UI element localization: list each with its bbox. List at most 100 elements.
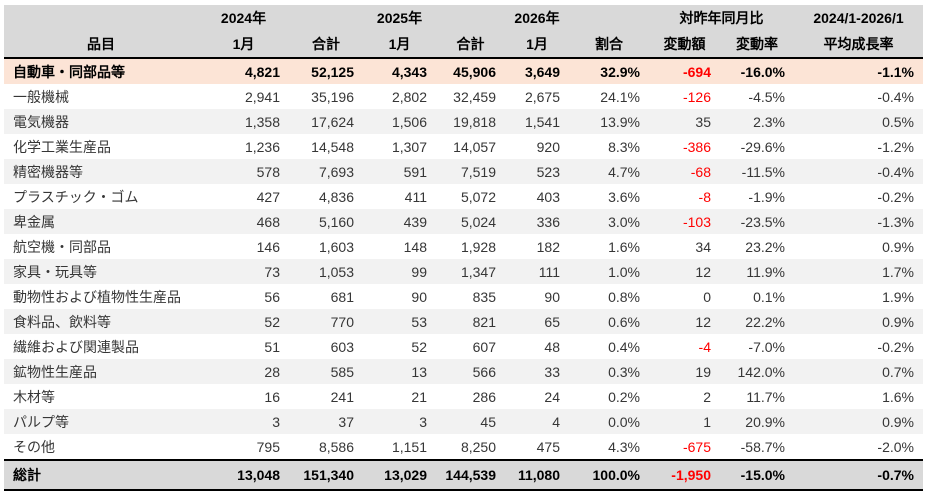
header-row-columns: 品目 1月 合計 1月 合計 1月 割合 変動額 変動率 平均成長率 — [4, 31, 923, 59]
trade-statistics-table: 2024年 2025年 2026年 対昨年同月比 2024/1-2026/1 品… — [4, 5, 923, 491]
cell-avg-growth: 1.7% — [882, 263, 914, 280]
cell-2025-total: 5,024 — [460, 213, 496, 230]
cell-2025-total: 32,459 — [453, 88, 496, 105]
header-item-label: 品目 — [4, 31, 198, 59]
cell-2026-jan: 475 — [536, 438, 560, 455]
cell-2025-jan: 439 — [403, 213, 427, 230]
cell-2024-jan: 427 — [256, 188, 280, 205]
row-label: 一般機械 — [13, 88, 69, 105]
cell-2026-jan: 24 — [544, 388, 560, 405]
cell-share: 100.0% — [569, 459, 649, 491]
cell-avg-growth: -0.4% — [877, 88, 914, 105]
cell-avg-growth: -0.7% — [794, 459, 923, 491]
header-2024-jan: 1月 — [198, 31, 289, 59]
cell-2025-jan: 90 — [411, 288, 427, 305]
cell-change-amount: -694 — [682, 63, 711, 80]
table-row: 卑金属 468 5,160 439 5,024 336 3.0% -103 -23.5% -1.3… — [4, 209, 923, 234]
cell-share: 24.1% — [600, 88, 640, 105]
row-label: 航空機・同部品 — [13, 238, 111, 255]
cell-2024-jan: 73 — [264, 263, 280, 280]
cell-share: 8.3% — [608, 138, 640, 155]
cell-2024-total: 52,125 — [311, 63, 354, 80]
cell-avg-growth: -0.4% — [877, 163, 914, 180]
cell-2024-jan: 795 — [256, 438, 280, 455]
cell-share: 0.3% — [608, 363, 640, 380]
cell-change-amount: 12 — [695, 313, 711, 330]
header-year-2026: 2026年 — [505, 5, 569, 31]
row-label: 精密機器等 — [13, 163, 83, 180]
row-label: パルプ等 — [13, 413, 69, 430]
cell-2024-jan: 13,048 — [198, 459, 289, 491]
cell-2025-jan: 2,802 — [391, 88, 427, 105]
cell-change-rate: -16.0% — [740, 63, 785, 80]
cell-avg-growth: 1.6% — [882, 388, 914, 405]
row-label: 総計 — [4, 459, 198, 491]
cell-2026-jan: 2,675 — [524, 88, 560, 105]
cell-change-amount: 34 — [695, 238, 711, 255]
cell-2025-total: 286 — [472, 388, 496, 405]
header-blank — [289, 5, 363, 31]
row-label: 食料品、飲料等 — [13, 313, 111, 330]
table-header: 2024年 2025年 2026年 対昨年同月比 2024/1-2026/1 品… — [4, 5, 923, 59]
cell-avg-growth: -2.0% — [877, 438, 914, 455]
cell-2025-total: 144,539 — [436, 459, 505, 491]
cell-2025-jan: 148 — [403, 238, 427, 255]
cell-2024-total: 35,196 — [311, 88, 354, 105]
cell-change-rate: 20.9% — [745, 413, 785, 430]
cell-change-rate: -11.5% — [741, 163, 785, 180]
cell-2026-jan: 920 — [536, 138, 560, 155]
header-2025-total: 合計 — [436, 31, 505, 59]
cell-2025-total: 19,818 — [453, 113, 496, 130]
table-row: 電気機器 1,358 17,624 1,506 19,818 1,541 13.9% 35 2.… — [4, 109, 923, 134]
table-row: 一般機械 2,941 35,196 2,802 32,459 2,675 24.1% -126… — [4, 84, 923, 109]
cell-change-rate: -29.6% — [740, 138, 785, 155]
cell-2025-total: 566 — [472, 363, 496, 380]
cell-change-amount: 35 — [695, 113, 711, 130]
row-label: 卑金属 — [13, 213, 55, 230]
table-row: 動物性および植物性生産品 56 681 90 835 90 0.8% 0 0.1% 1.9% — [4, 284, 923, 309]
cell-2026-jan: 523 — [536, 163, 560, 180]
table-row: プラスチック・ゴム 427 4,836 411 5,072 403 3.6% -8 -1.9% -… — [4, 184, 923, 209]
cell-avg-growth: 0.9% — [882, 413, 914, 430]
cell-change-amount: -1,950 — [649, 459, 720, 491]
header-share: 割合 — [569, 31, 649, 59]
header-blank-corner — [4, 5, 198, 31]
cell-change-amount: -675 — [682, 438, 711, 455]
cell-share: 13.9% — [600, 113, 640, 130]
cell-2026-jan: 182 — [536, 238, 560, 255]
cell-2024-total: 5,160 — [318, 213, 354, 230]
row-label: 繊維および関連製品 — [13, 338, 139, 355]
row-label: その他 — [13, 438, 55, 455]
cell-share: 0.8% — [608, 288, 640, 305]
table-row: 繊維および関連製品 51 603 52 607 48 0.4% -4 -7.0% -0.2% — [4, 334, 923, 359]
cell-2025-jan: 21 — [411, 388, 427, 405]
cell-change-rate: 23.2% — [745, 238, 785, 255]
cell-2026-jan: 336 — [536, 213, 560, 230]
cell-change-rate: 0.1% — [753, 288, 785, 305]
cell-2025-jan: 13 — [411, 363, 427, 380]
cell-2025-jan: 52 — [411, 338, 427, 355]
cell-2024-jan: 16 — [264, 388, 280, 405]
cell-change-amount: 2 — [703, 388, 711, 405]
cell-change-amount: 12 — [695, 263, 711, 280]
cell-change-rate: 2.3% — [753, 113, 785, 130]
cell-share: 3.0% — [608, 213, 640, 230]
cell-change-amount: -68 — [690, 163, 711, 180]
table-row: 家具・玩具等 73 1,053 99 1,347 111 1.0% 12 11.9% 1.7% — [4, 259, 923, 284]
row-label: 家具・玩具等 — [13, 263, 97, 280]
trade-statistics-sheet: 2024年 2025年 2026年 対昨年同月比 2024/1-2026/1 品… — [4, 5, 923, 491]
row-label: 木材等 — [13, 388, 55, 405]
cell-2026-jan: 3,649 — [524, 63, 560, 80]
cell-change-rate: -23.5% — [740, 213, 785, 230]
cell-2025-total: 1,347 — [460, 263, 496, 280]
cell-2024-jan: 1,236 — [244, 138, 280, 155]
cell-2024-jan: 468 — [256, 213, 280, 230]
cell-2024-total: 1,603 — [318, 238, 354, 255]
table-row: 航空機・同部品 146 1,603 148 1,928 182 1.6% 34 23.2% 0.9… — [4, 234, 923, 259]
cell-2024-jan: 52 — [264, 313, 280, 330]
total-row: 総計 13,048 151,340 13,029 144,539 11,080 100.0%… — [4, 459, 923, 491]
cell-2024-jan: 578 — [256, 163, 280, 180]
cell-2024-jan: 2,941 — [244, 88, 280, 105]
cell-2024-jan: 56 — [264, 288, 280, 305]
cell-share: 0.2% — [608, 388, 640, 405]
